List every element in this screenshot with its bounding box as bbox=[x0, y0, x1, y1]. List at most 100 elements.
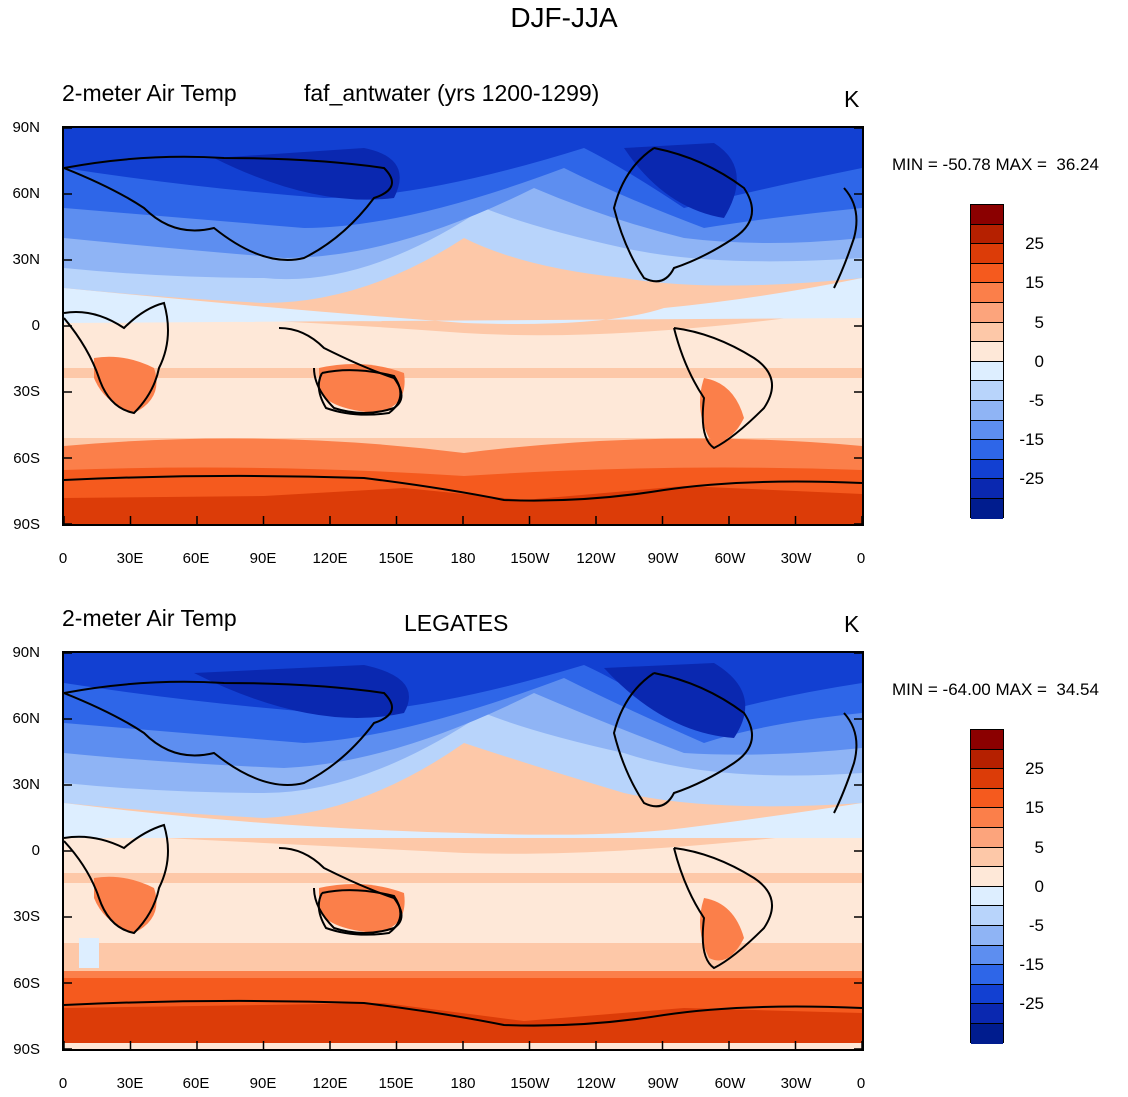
panel1-minmax: MIN = -50.78 MAX = 36.24 bbox=[892, 155, 1099, 174]
panel1-xtick: 90E bbox=[249, 550, 277, 567]
panel1-xtick: 0 bbox=[856, 550, 866, 567]
panel1-ytick: 0 bbox=[31, 317, 40, 334]
panel1-colorbar-label: -25 bbox=[1019, 469, 1044, 488]
panel2-ytick: 30N bbox=[12, 776, 40, 793]
panel2-ytick: 60S bbox=[13, 975, 40, 992]
panel1-colorbar-cell bbox=[971, 459, 1003, 480]
panel1-colorbar-label: -5 bbox=[1028, 391, 1044, 410]
panel1-coastlines bbox=[64, 147, 862, 502]
panel2-colorbar-cell bbox=[971, 1004, 1003, 1024]
panel2-siberia-cold bbox=[194, 665, 409, 718]
panel2-ytick: 90S bbox=[13, 1041, 40, 1058]
panel2-colorbar-cell bbox=[971, 867, 1003, 887]
panel1-xtick: 30W bbox=[780, 550, 812, 567]
panel1-ytick: 60N bbox=[12, 185, 40, 202]
panel1-south-america-warm bbox=[700, 378, 744, 441]
panel1-ytick: 90S bbox=[13, 516, 40, 533]
panel1-colorbar-cell bbox=[971, 381, 1003, 401]
panel2-colorbar-cell bbox=[971, 984, 1003, 1005]
panel1-colorbar-cell bbox=[971, 400, 1003, 421]
panel1-xtick: 120E bbox=[312, 550, 348, 567]
panel2-colorbar-label: 0 bbox=[1034, 877, 1044, 896]
panel2-colorbar-cell bbox=[971, 730, 1003, 750]
panel1-colorbar-cell bbox=[971, 244, 1003, 264]
panel2-ytick: 90N bbox=[12, 644, 40, 661]
panel1-colorbar-label: 0 bbox=[1034, 352, 1044, 371]
panel1-xtick: 150W bbox=[510, 550, 550, 567]
panel1-colorbar-cell bbox=[971, 283, 1003, 303]
panel1-ytick: 90N bbox=[12, 119, 40, 136]
panel2-colorbar-cell bbox=[971, 925, 1003, 946]
panel2-colorbar-cell bbox=[971, 886, 1003, 907]
panel2-colorbar-cell bbox=[971, 965, 1003, 985]
panel2-xtick: 120E bbox=[312, 1075, 348, 1092]
panel2-xtick: 60E bbox=[182, 1075, 210, 1092]
panel1-colorbar-cell bbox=[971, 263, 1003, 284]
panel2-ytick: 30S bbox=[13, 908, 40, 925]
panel2-xtick: 90W bbox=[647, 1075, 679, 1092]
panel1-colorbar-cell bbox=[971, 224, 1003, 245]
panel1-map bbox=[62, 126, 864, 526]
panel2-colorbar-label: 25 bbox=[1025, 759, 1044, 778]
panel2-xtick: 150W bbox=[510, 1075, 550, 1092]
panel2-xtick: 0 bbox=[58, 1075, 68, 1092]
panel2-xtick: 120W bbox=[576, 1075, 616, 1092]
panel2-center-label: LEGATES bbox=[404, 610, 509, 636]
panel2-left-label: 2-meter Air Temp bbox=[62, 605, 237, 631]
panel2-colorbar-cell bbox=[971, 847, 1003, 868]
panel2-colorbar-cell bbox=[971, 945, 1003, 966]
panel1-colorbar-label: 5 bbox=[1034, 313, 1044, 332]
panel2-colorbar-cell bbox=[971, 769, 1003, 789]
panel2-colorbar-cell bbox=[971, 749, 1003, 770]
panel1-colorbar-cell bbox=[971, 342, 1003, 362]
figure-title: DJF-JJA bbox=[510, 2, 618, 33]
panel2-units-label: K bbox=[844, 611, 860, 637]
panel2-cool-patch bbox=[79, 938, 99, 968]
panel2-colorbar-label: 5 bbox=[1034, 838, 1044, 857]
panel1-colorbar-cell bbox=[971, 498, 1003, 519]
panel1-band-antarctic-interior bbox=[64, 486, 862, 524]
panel2-band-tropics bbox=[64, 828, 862, 873]
panel2-colorbar-cell bbox=[971, 788, 1003, 809]
panel2-australia-warm bbox=[319, 884, 405, 933]
panel1-xtick: 60E bbox=[182, 550, 210, 567]
panel1-units-label: K bbox=[844, 86, 860, 112]
panel1-colorbar-label: 15 bbox=[1025, 273, 1044, 292]
panel1-ytick: 30S bbox=[13, 383, 40, 400]
panel1-colorbar-label: 25 bbox=[1025, 234, 1044, 253]
panel1-colorbar-cell bbox=[971, 440, 1003, 460]
panel2-colorbar bbox=[970, 729, 1004, 1044]
panel1-map-svg bbox=[64, 128, 862, 524]
panel1-xtick: 30E bbox=[116, 550, 144, 567]
panel2-xtick: 30W bbox=[780, 1075, 812, 1092]
panel1-ytick: 60S bbox=[13, 450, 40, 467]
panel2-xtick: 30E bbox=[116, 1075, 144, 1092]
panel2-minmax: MIN = -64.00 MAX = 34.54 bbox=[892, 680, 1099, 699]
panel1-colorbar-cell bbox=[971, 479, 1003, 499]
panel2-colorbar-label: -5 bbox=[1028, 916, 1044, 935]
panel2-ytick: 0 bbox=[31, 842, 40, 859]
panel1-center-label: faf_antwater (yrs 1200-1299) bbox=[304, 80, 600, 106]
panel1-ytick: 30N bbox=[12, 251, 40, 268]
panel2-ytick: 60N bbox=[12, 710, 40, 727]
panel1-colorbar-cell bbox=[971, 322, 1003, 343]
panel1-xtick: 90W bbox=[647, 550, 679, 567]
panel1-colorbar-cell bbox=[971, 205, 1003, 225]
panel1-australia-warm bbox=[319, 364, 405, 413]
panel1-siberia-cold bbox=[214, 148, 400, 200]
panel1-colorbar-cell bbox=[971, 302, 1003, 323]
panel2-canada-cold bbox=[604, 663, 746, 738]
panel1-xtick: 120W bbox=[576, 550, 616, 567]
panel1-xtick: 180 bbox=[450, 550, 476, 567]
panel1-xtick: 60W bbox=[714, 550, 746, 567]
panel1-xtick: 150E bbox=[378, 550, 414, 567]
panel1-colorbar-cell bbox=[971, 420, 1003, 441]
panel2-colorbar-cell bbox=[971, 1023, 1003, 1044]
panel2-colorbar-cell bbox=[971, 827, 1003, 848]
panel1-colorbar-cell bbox=[971, 361, 1003, 382]
panel2-xtick: 150E bbox=[378, 1075, 414, 1092]
panel2-xtick: 0 bbox=[856, 1075, 866, 1092]
panel1-band-equatorial-cool bbox=[64, 278, 862, 324]
panel2-coastlines bbox=[64, 672, 862, 1027]
panel2-map bbox=[62, 651, 864, 1051]
